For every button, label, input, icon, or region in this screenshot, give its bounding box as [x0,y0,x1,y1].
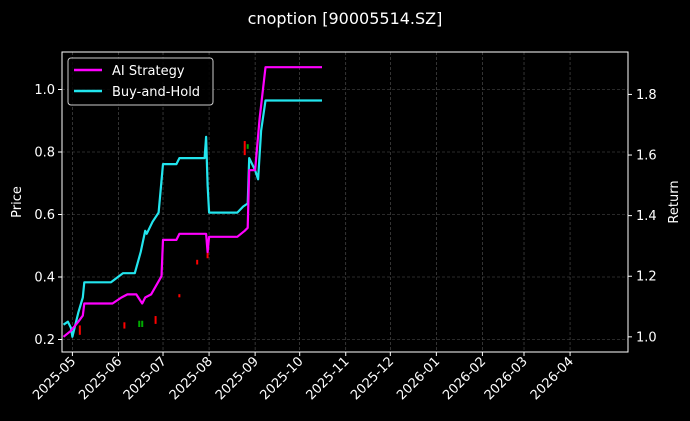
legend-label-buy-and-hold: Buy-and-Hold [112,85,200,100]
return-series [62,66,322,338]
y-left-tick-label: 0.8 [34,146,55,161]
y-axis-left-label: Price [10,186,25,218]
price-candle [141,320,144,327]
plot-frame [61,51,629,353]
legend-box [67,57,214,106]
y-right-tick-label: 1.0 [636,330,657,345]
price-candle [178,294,181,298]
price-candle [78,325,81,335]
legend-label-ai-strategy: AI Strategy [112,64,185,79]
chart-title: cnoption [90005514.SZ] [248,9,443,28]
series-line-buy-and-hold [62,99,322,338]
y-right-tick-label: 1.4 [636,209,657,224]
y-axis-left-ticks: 0.2 0.4 0.6 0.8 1.0 [34,83,62,348]
price-candle [196,259,199,265]
y-axis-right-ticks: 1.0 1.2 1.4 1.6 1.8 [628,88,657,345]
price-candle [154,316,157,324]
price-candle [246,144,249,149]
price-candle [138,320,141,327]
price-candle [243,141,246,156]
price-candle [123,322,126,329]
y-left-tick-label: 0.4 [34,271,55,286]
legend: AI Strategy Buy-and-Hold [67,57,214,106]
y-axis-right-label: Return [667,180,682,223]
y-left-tick-label: 1.0 [34,83,55,98]
y-left-tick-label: 0.6 [34,208,55,223]
y-left-tick-label: 0.2 [34,333,55,348]
series-line-ai-strategy [62,66,322,338]
y-right-tick-label: 1.8 [636,88,657,103]
y-right-tick-label: 1.2 [636,270,657,285]
y-right-tick-label: 1.6 [636,149,657,164]
